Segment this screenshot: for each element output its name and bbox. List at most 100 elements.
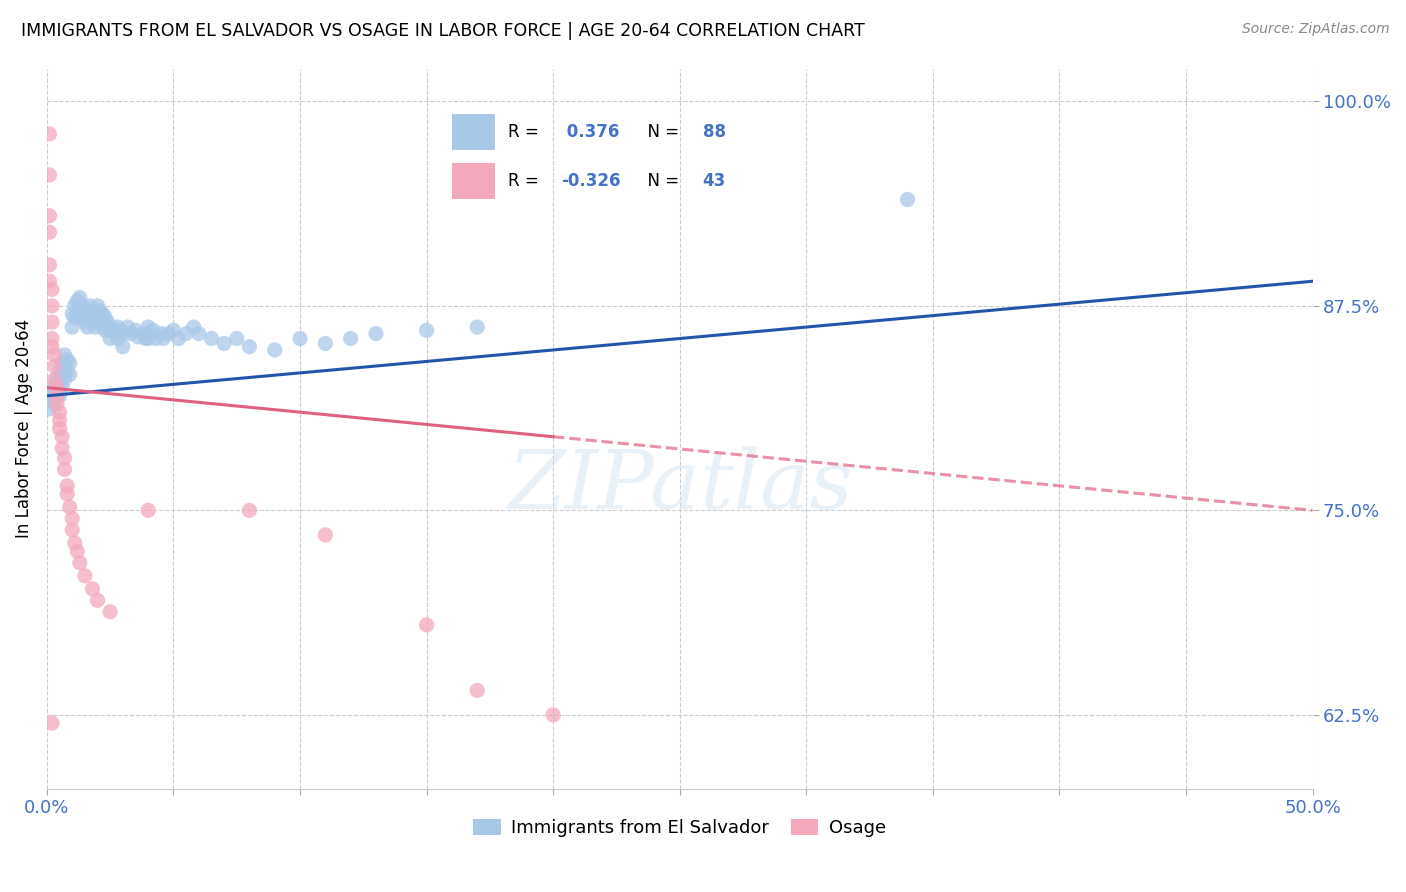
Legend: Immigrants from El Salvador, Osage: Immigrants from El Salvador, Osage [467,812,893,845]
Point [72,310,94,325]
Point [314,336,336,351]
Point [120,326,142,341]
Point [38,225,60,239]
Point [44,372,66,386]
Point [63,310,86,325]
Point [41,340,63,354]
Text: ZIPatlas: ZIPatlas [508,446,852,526]
Point [415,618,437,632]
Point [162,323,184,337]
Point [136,320,159,334]
Text: IMMIGRANTS FROM EL SALVADOR VS OSAGE IN LABOR FORCE | AGE 20-64 CORRELATION CHAR: IMMIGRANTS FROM EL SALVADOR VS OSAGE IN … [21,22,865,40]
Point [51,356,73,370]
Point [69,303,91,318]
Point [136,503,159,517]
Point [56,479,79,493]
Point [38,127,60,141]
Point [56,364,79,378]
Point [41,392,63,406]
Point [110,323,132,337]
Point [142,323,165,337]
Point [364,326,387,341]
Point [59,368,82,382]
Point [238,340,260,354]
Point [66,544,89,558]
Point [69,291,91,305]
Point [46,372,69,386]
Point [82,315,104,329]
Point [69,556,91,570]
Point [107,320,129,334]
Point [896,193,918,207]
Point [94,310,117,325]
Point [51,441,73,455]
Point [91,320,114,334]
Point [79,310,101,325]
Point [56,352,79,367]
Point [60,307,83,321]
Point [98,332,121,346]
Point [53,348,76,362]
Point [157,326,180,341]
Point [38,401,60,416]
Point [41,716,63,731]
Point [59,356,82,370]
Point [53,450,76,465]
Point [94,323,117,337]
Point [48,405,70,419]
Point [41,299,63,313]
Point [104,326,127,341]
Point [200,332,222,346]
Point [465,320,488,334]
Point [152,332,174,346]
Point [46,385,69,400]
Point [111,326,134,341]
Point [107,332,129,346]
Point [38,258,60,272]
Point [82,303,104,318]
Point [53,462,76,476]
Point [63,299,86,313]
Point [59,500,82,514]
Text: Source: ZipAtlas.com: Source: ZipAtlas.com [1241,22,1389,37]
Point [38,274,60,288]
Point [124,323,146,337]
Point [263,343,285,357]
Point [98,605,121,619]
Point [44,348,66,362]
Point [145,332,167,346]
Point [149,326,172,341]
Point [56,487,79,501]
Point [98,320,121,334]
Point [46,381,69,395]
Point [46,389,69,403]
Point [53,359,76,374]
Point [44,389,66,403]
Point [117,320,139,334]
Point [132,326,155,341]
Point [44,359,66,374]
Point [288,332,311,346]
Point [465,683,488,698]
Point [66,293,89,308]
Point [84,320,107,334]
Point [66,307,89,321]
Point [51,369,73,384]
Point [314,528,336,542]
Point [48,364,70,378]
Point [97,315,120,329]
Y-axis label: In Labor Force | Age 20-64: In Labor Force | Age 20-64 [15,319,32,538]
Point [183,320,205,334]
Point [41,315,63,329]
Point [187,326,209,341]
Point [212,336,235,351]
Point [41,282,63,296]
Point [86,593,108,607]
Point [136,332,159,346]
Point [60,511,83,525]
Point [44,397,66,411]
Point [225,332,247,346]
Point [541,707,564,722]
Point [167,332,190,346]
Point [60,523,83,537]
